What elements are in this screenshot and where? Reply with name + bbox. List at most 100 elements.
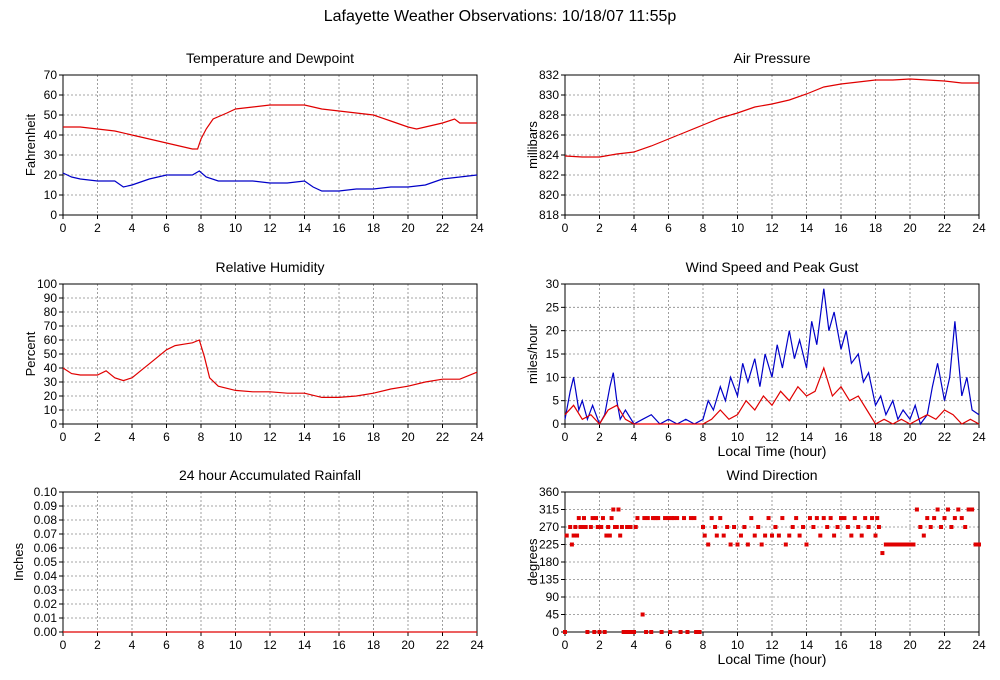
data-point <box>832 533 837 538</box>
x-tick-label: 12 <box>263 430 277 444</box>
x-tick-label: 14 <box>298 638 312 652</box>
data-point <box>628 525 633 529</box>
x-tick-label: 8 <box>700 638 707 652</box>
data-point <box>770 533 774 538</box>
data-point <box>590 516 595 521</box>
data-point <box>592 630 597 634</box>
y-tick-label: 90 <box>546 590 560 604</box>
data-point <box>606 525 611 529</box>
y-tick-label: 0 <box>50 417 57 431</box>
y-axis-label: Percent <box>23 331 38 376</box>
y-tick-label: 100 <box>37 277 57 291</box>
plot-frame <box>564 283 980 425</box>
y-tick-label: 0.09 <box>34 499 58 513</box>
x-tick-label: 2 <box>596 221 603 235</box>
x-tick-label: 14 <box>298 221 312 235</box>
x-tick-label: 8 <box>700 221 707 235</box>
data-point <box>564 533 569 538</box>
data-point <box>773 525 778 529</box>
data-point <box>616 507 621 512</box>
data-point <box>640 612 645 617</box>
x-tick-label: 4 <box>631 221 638 235</box>
data-point <box>756 525 761 529</box>
y-tick-label: 15 <box>546 347 560 361</box>
data-point <box>569 542 574 547</box>
x-tick-label: 18 <box>869 638 883 652</box>
y-tick-label: 50 <box>44 108 58 122</box>
data-point <box>918 525 923 529</box>
data-point <box>880 551 885 556</box>
x-tick-label: 22 <box>938 221 952 235</box>
x-tick-label: 4 <box>631 430 638 444</box>
x-tick-label: 0 <box>562 638 569 652</box>
x-tick-label: 18 <box>869 221 883 235</box>
data-point <box>818 533 823 538</box>
x-tick-label: 10 <box>229 221 243 235</box>
data-point <box>600 516 605 521</box>
data-point <box>849 533 854 538</box>
data-point <box>682 516 687 521</box>
data-point <box>842 516 847 521</box>
x-tick-label: 6 <box>665 430 672 444</box>
y-tick-label: 90 <box>44 291 58 305</box>
y-tick-label: 60 <box>44 88 58 102</box>
data-point <box>633 525 638 529</box>
y-tick-label: 0.02 <box>34 597 58 611</box>
y-tick-label: 70 <box>44 319 58 333</box>
data-point <box>671 516 676 521</box>
x-tick-label: 12 <box>765 221 779 235</box>
x-tick-label: 18 <box>367 430 381 444</box>
x-tick-label: 18 <box>869 430 883 444</box>
data-point <box>977 542 981 547</box>
y-tick-label: 0.04 <box>34 569 58 583</box>
data-point <box>611 507 616 512</box>
x-tick-label: 14 <box>800 221 814 235</box>
data-point <box>970 507 975 512</box>
x-tick-label: 12 <box>263 638 277 652</box>
y-tick-label: 180 <box>539 555 559 569</box>
y-tick-label: 830 <box>539 88 559 102</box>
y-tick-label: 40 <box>44 128 58 142</box>
y-tick-label: 0.06 <box>34 541 58 555</box>
data-point <box>594 516 599 521</box>
x-tick-label: 24 <box>972 221 986 235</box>
data-point <box>939 525 944 529</box>
x-tick-label: 16 <box>834 430 848 444</box>
chart-title: Wind Speed and Peak Gust <box>686 259 859 275</box>
x-tick-label: 22 <box>436 221 450 235</box>
data-point <box>794 516 799 521</box>
data-point <box>952 516 957 521</box>
x-tick-label: 0 <box>562 430 569 444</box>
data-point <box>728 542 733 547</box>
y-tick-label: 225 <box>539 538 559 552</box>
data-point <box>678 630 683 634</box>
data-point <box>859 533 864 538</box>
data-point <box>814 516 819 521</box>
data-point <box>573 525 578 529</box>
data-point <box>852 516 857 521</box>
data-point <box>935 507 940 512</box>
data-point <box>804 542 809 547</box>
data-point <box>921 533 926 538</box>
data-point <box>807 516 812 521</box>
data-point <box>894 542 899 547</box>
plot-frame <box>62 283 478 425</box>
x-tick-label: 18 <box>367 221 381 235</box>
x-tick-label: 6 <box>163 221 170 235</box>
data-point <box>626 630 631 634</box>
x-tick-label: 6 <box>163 430 170 444</box>
y-axis-label: degrees <box>525 538 540 585</box>
x-tick-label: 24 <box>470 638 484 652</box>
y-tick-label: 30 <box>44 148 58 162</box>
y-tick-label: 270 <box>539 520 559 534</box>
data-point <box>694 630 699 634</box>
data-point <box>649 630 654 634</box>
x-tick-label: 8 <box>700 430 707 444</box>
data-point <box>735 542 740 547</box>
plot-frame <box>62 74 478 216</box>
data-point <box>911 542 916 547</box>
data-point <box>759 542 764 547</box>
